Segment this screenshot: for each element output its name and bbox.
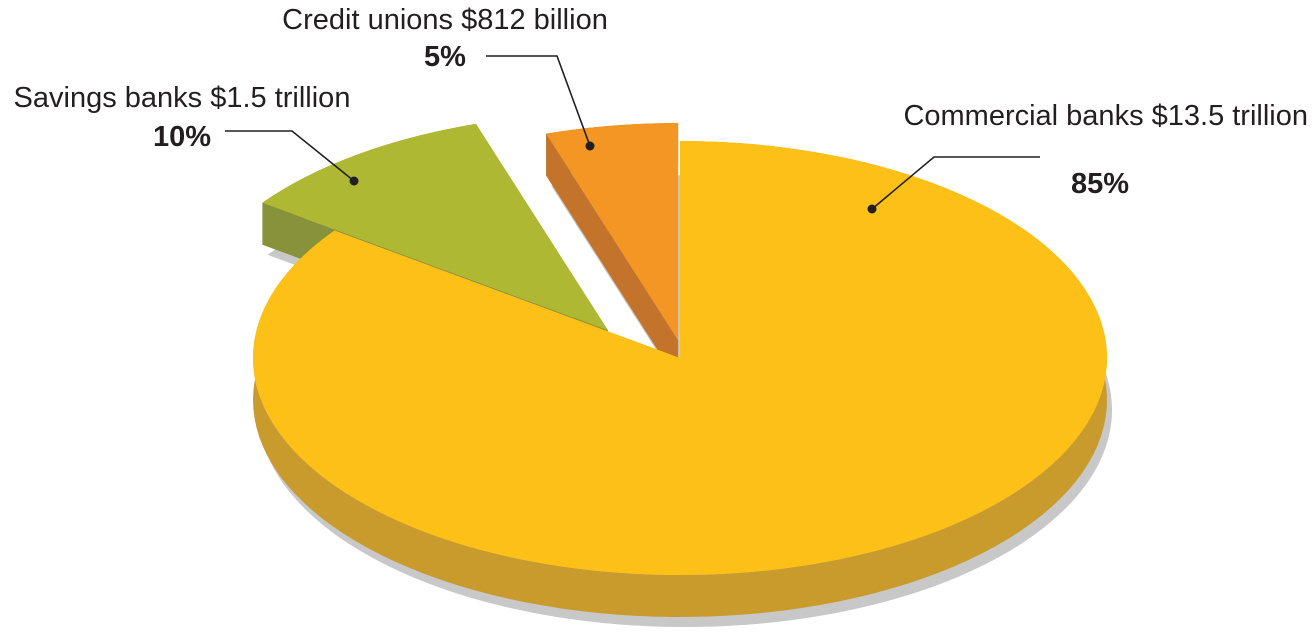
pie-top-layer bbox=[253, 123, 1108, 575]
pie-slice-credit-unions bbox=[546, 123, 679, 341]
percent-commercial-banks: 85% bbox=[1071, 168, 1129, 200]
percent-savings-banks: 10% bbox=[153, 121, 211, 153]
label-commercial-banks: Commercial banks $13.5 trillion bbox=[903, 100, 1308, 132]
leader-dot-credit-unions bbox=[585, 141, 595, 151]
leader-dot-savings-banks bbox=[349, 176, 359, 186]
leader-dot-commercial-banks bbox=[867, 204, 877, 214]
label-credit-unions: Credit unions $812 billion bbox=[282, 4, 608, 36]
percent-credit-unions: 5% bbox=[424, 41, 466, 73]
pie-slice-savings-banks bbox=[262, 123, 608, 331]
slice-cut-face-credit-unions-0 bbox=[546, 133, 679, 383]
label-savings-banks: Savings banks $1.5 trillion bbox=[14, 82, 351, 114]
leader-line-layer bbox=[225, 55, 1040, 214]
leader-line-savings-banks bbox=[225, 130, 355, 182]
pie-slice-commercial-banks bbox=[253, 141, 1108, 575]
leader-line-credit-unions bbox=[486, 55, 591, 147]
leader-line-commercial-banks bbox=[871, 156, 1040, 210]
